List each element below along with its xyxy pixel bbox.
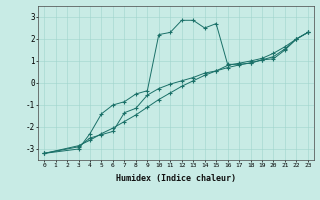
X-axis label: Humidex (Indice chaleur): Humidex (Indice chaleur) <box>116 174 236 183</box>
